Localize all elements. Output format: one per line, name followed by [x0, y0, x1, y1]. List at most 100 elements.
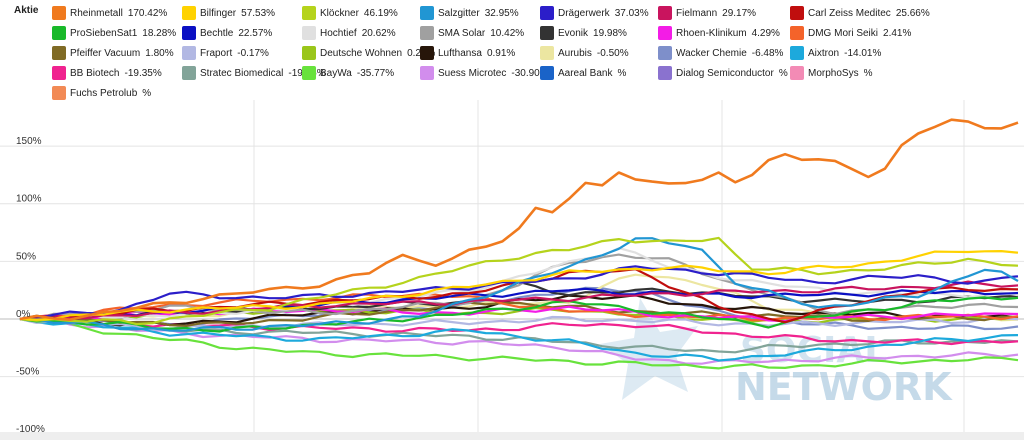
legend-series-value: %	[778, 67, 788, 79]
legend-series-value: 0.91%	[486, 47, 516, 59]
series-line[interactable]	[19, 236, 1019, 326]
legend-item[interactable]: Aurubis -0.50%	[540, 45, 629, 61]
legend-item[interactable]: Suess Microtec -30.90%	[420, 65, 549, 81]
legend-series-name: Deutsche Wohnen	[320, 47, 403, 59]
legend-series-name: Drägerwerk	[558, 7, 610, 19]
legend-series-value: -35.77%	[356, 67, 395, 79]
legend-series-name: Bechtle	[200, 27, 234, 39]
legend-swatch	[302, 26, 316, 40]
legend-item[interactable]: Dialog Semiconductor%	[658, 65, 788, 81]
legend-series-value: -14.01%	[844, 47, 882, 59]
legend-item[interactable]: BayWa -35.77%	[302, 65, 394, 81]
legend-item[interactable]: Rhoen-Klinikum 4.29%	[658, 25, 780, 41]
legend-series-name: Pfeiffer Vacuum	[70, 47, 141, 59]
legend-series-name: ProSiebenSat1	[70, 27, 138, 39]
legend-swatch	[52, 26, 66, 40]
legend-swatch	[52, 86, 66, 100]
legend-series-value: 170.42%	[127, 7, 168, 19]
legend-item[interactable]: Hochtief 20.62%	[302, 25, 396, 41]
series-line[interactable]	[19, 317, 1019, 370]
legend-series-value: 37.03%	[614, 7, 649, 19]
legend-series-name: MorphoSys	[808, 67, 859, 79]
legend-swatch	[420, 46, 434, 60]
legend-series-name: Fuchs Petrolub	[70, 87, 138, 99]
chart-legend: Aktie Rheinmetall 170.42% Bilfinger 57.53% K…	[0, 0, 1024, 100]
legend-item[interactable]: Bechtle 22.57%	[182, 25, 272, 41]
legend-series-name: Bilfinger	[200, 7, 237, 19]
legend-item[interactable]: Fraport -0.17%	[182, 45, 269, 61]
y-tick-label: -100%	[16, 424, 45, 435]
legend-item[interactable]: MorphoSys%	[790, 65, 872, 81]
legend-swatch	[540, 46, 554, 60]
legend-swatch	[790, 26, 804, 40]
series-line[interactable]	[19, 301, 1019, 327]
legend-item[interactable]: Wacker Chemie -6.48%	[658, 45, 783, 61]
series-line[interactable]	[19, 317, 1019, 362]
legend-series-name: Wacker Chemie	[676, 47, 747, 59]
legend-series-value: -30.90%	[511, 67, 549, 79]
watermark-line2: NETWORK	[735, 365, 953, 409]
legend-series-name: Aareal Bank	[558, 67, 613, 79]
legend-swatch	[790, 46, 804, 60]
legend-series-value: 4.29%	[751, 27, 780, 39]
legend-series-value: 46.19%	[363, 7, 398, 19]
y-axis-ticks: 150% 100% 50% 0% -50% -100%	[16, 136, 45, 435]
legend-swatch	[182, 46, 196, 60]
legend-item[interactable]: Pfeiffer Vacuum 1.80%	[52, 45, 174, 61]
legend-series-name: DMG Mori Seiki	[808, 27, 879, 39]
legend-item[interactable]: Bilfinger 57.53%	[182, 5, 275, 21]
legend-item[interactable]: Deutsche Wohnen0.20%	[302, 45, 435, 61]
legend-item[interactable]: Drägerwerk 37.03%	[540, 5, 649, 21]
y-tick-label: 0%	[16, 309, 31, 320]
legend-item[interactable]: ProSiebenSat1 18.28%	[52, 25, 176, 41]
legend-series-value: -19.35%	[124, 67, 162, 79]
legend-swatch	[790, 66, 804, 80]
y-tick-label: 150%	[16, 136, 42, 147]
legend-series-name: Carl Zeiss Meditec	[808, 7, 891, 19]
legend-item[interactable]: Fuchs Petrolub%	[52, 85, 151, 101]
legend-series-name: Hochtief	[320, 27, 357, 39]
legend-item[interactable]: Evonik 19.98%	[540, 25, 627, 41]
legend-item[interactable]: Fielmann 29.17%	[658, 5, 756, 21]
legend-swatch	[182, 6, 196, 20]
series-line[interactable]	[19, 280, 1019, 321]
legend-series-name: Evonik	[558, 27, 589, 39]
legend-item[interactable]: Lufthansa 0.91%	[420, 45, 515, 61]
legend-series-value: 25.66%	[895, 7, 930, 19]
legend-series-value: 32.95%	[484, 7, 519, 19]
legend-item[interactable]: SMA Solar 10.42%	[420, 25, 524, 41]
legend-item[interactable]: Klöckner 46.19%	[302, 5, 398, 21]
legend-swatch	[658, 46, 672, 60]
legend-swatch	[52, 46, 66, 60]
legend-series-value: 18.28%	[142, 27, 177, 39]
legend-item[interactable]: Salzgitter 32.95%	[420, 5, 519, 21]
legend-swatch	[540, 6, 554, 20]
legend-item[interactable]: Rheinmetall 170.42%	[52, 5, 167, 21]
legend-swatch	[658, 6, 672, 20]
legend-swatch	[52, 6, 66, 20]
legend-item[interactable]: DMG Mori Seiki 2.41%	[790, 25, 911, 41]
legend-swatch	[302, 66, 316, 80]
legend-item[interactable]: Carl Zeiss Meditec 25.66%	[790, 5, 930, 21]
legend-series-name: SMA Solar	[438, 27, 486, 39]
legend-heading: Aktie	[14, 5, 39, 16]
series-line[interactable]	[19, 250, 1019, 321]
legend-series-value: -0.17%	[237, 47, 269, 59]
line-chart: SOCIAL NETWORK 150% 100% 50% 0% -50% -100%	[0, 100, 1024, 440]
legend-item[interactable]: Aixtron -14.01%	[790, 45, 881, 61]
legend-series-value: %	[617, 67, 627, 79]
legend-swatch	[658, 66, 672, 80]
legend-series-name: Suess Microtec	[438, 67, 507, 79]
legend-series-value: 22.57%	[238, 27, 273, 39]
legend-item[interactable]: Aareal Bank%	[540, 65, 626, 81]
legend-series-value: 57.53%	[241, 7, 276, 19]
legend-swatch	[302, 46, 316, 60]
legend-swatch	[420, 66, 434, 80]
legend-series-value: %	[863, 67, 873, 79]
legend-item[interactable]: BB Biotech -19.35%	[52, 65, 162, 81]
legend-swatch	[420, 6, 434, 20]
series-line[interactable]	[19, 296, 1019, 333]
legend-series-name: Dialog Semiconductor	[676, 67, 774, 79]
series-line[interactable]	[19, 118, 1019, 321]
legend-series-name: Lufthansa	[438, 47, 482, 59]
